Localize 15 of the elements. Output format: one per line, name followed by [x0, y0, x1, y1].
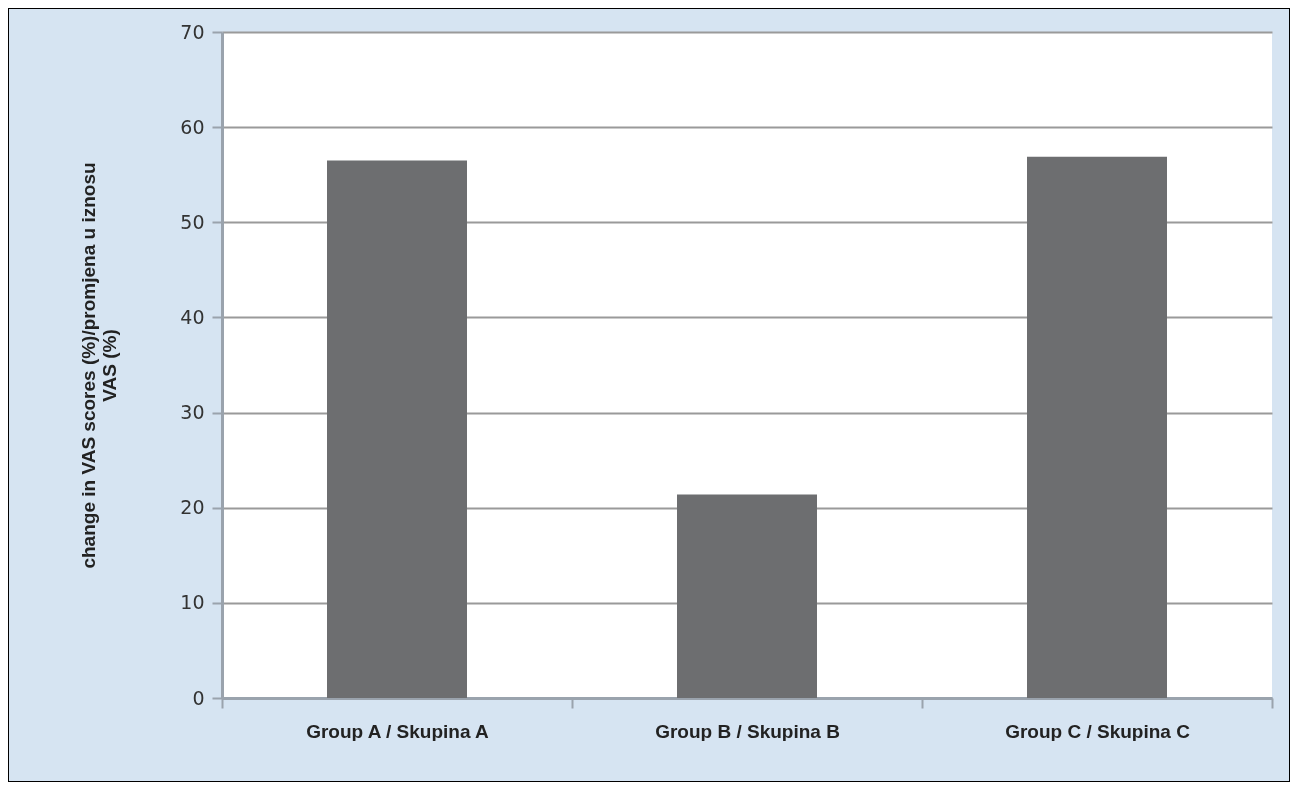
y-tick-label: 40 — [180, 305, 205, 328]
y-tick-label: 50 — [180, 210, 205, 233]
y-tick-label: 60 — [180, 115, 205, 138]
y-tick-label: 30 — [180, 401, 205, 424]
bar — [677, 494, 817, 698]
x-tick-label: Group B / Skupina B — [655, 720, 840, 742]
x-tick-label: Group C / Skupina C — [1005, 720, 1191, 742]
y-axis-title: change in VAS scores (%)/promjena u iznosu VAS (%) — [78, 162, 121, 569]
bar — [1027, 156, 1167, 698]
y-tick-label: 70 — [180, 20, 205, 43]
y-tick-label: 10 — [180, 591, 205, 614]
y-tick-label: 20 — [180, 496, 205, 519]
bar — [327, 160, 467, 698]
y-tick-label: 0 — [192, 686, 205, 709]
x-tick-label: Group A / Skupina A — [306, 720, 490, 742]
